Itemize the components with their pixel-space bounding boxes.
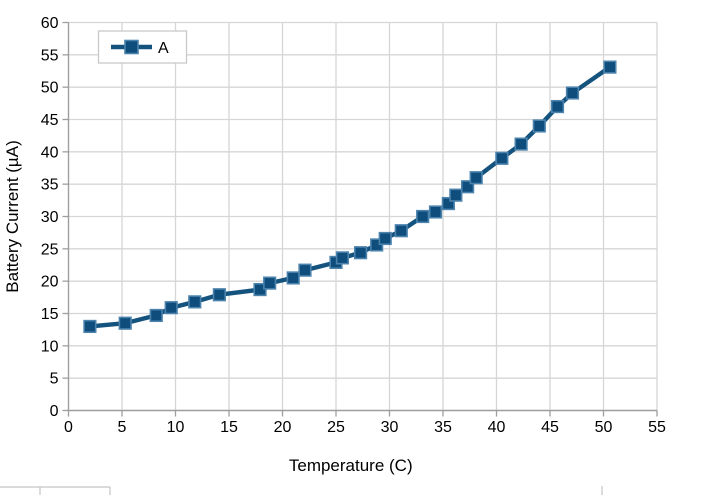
y-tick-label: 15 (41, 306, 59, 323)
data-point-marker (164, 301, 178, 315)
data-point-marker (378, 231, 392, 246)
x-tick-label: 20 (274, 419, 292, 436)
data-point-marker (118, 316, 132, 330)
y-tick-label: 50 (41, 80, 59, 97)
x-tick-label: 45 (541, 419, 559, 436)
y-tick-label: 45 (41, 112, 59, 129)
data-point-marker (83, 319, 97, 334)
data-point-marker (565, 86, 580, 100)
data-point-marker (514, 137, 528, 151)
data-point-marker (394, 224, 408, 238)
x-tick-label: 25 (327, 419, 345, 436)
x-tick-label: 55 (648, 419, 666, 436)
data-point-marker (428, 205, 443, 219)
data-point-marker (495, 151, 509, 165)
y-tick-label: 30 (41, 209, 59, 226)
y-tick-label: 55 (41, 47, 59, 64)
x-tick-label: 50 (595, 419, 613, 436)
y-tick-label: 35 (41, 177, 59, 194)
data-point-marker (354, 246, 368, 260)
data-point-marker (416, 209, 430, 224)
x-tick-label: 15 (220, 419, 238, 436)
y-tick-label: 0 (50, 403, 59, 420)
legend-label: A (158, 40, 169, 57)
data-point-marker (263, 276, 277, 290)
data-point-marker (449, 188, 463, 202)
x-tick-label: 30 (381, 419, 399, 436)
data-point-marker (149, 308, 163, 323)
data-point-marker (286, 271, 300, 285)
y-tick-label: 5 (50, 371, 59, 388)
y-tick-label: 25 (41, 241, 59, 258)
data-point-marker (335, 251, 350, 265)
x-tick-label: 5 (118, 419, 127, 436)
y-axis-title: Battery Current (µA) (3, 140, 22, 292)
legend-marker-icon (124, 39, 139, 55)
data-point-marker (550, 99, 565, 114)
y-tick-label: 20 (41, 274, 59, 291)
data-point-marker (603, 60, 617, 74)
data-point-marker (532, 119, 546, 133)
x-tick-label: 10 (167, 419, 185, 436)
x-axis-title: Temperature (C) (289, 456, 413, 475)
data-point-marker (298, 263, 312, 277)
data-point-marker (441, 196, 455, 211)
data-point-marker (469, 171, 483, 185)
y-tick-label: 10 (41, 338, 59, 355)
x-tick-label: 40 (488, 419, 506, 436)
y-tick-label: 40 (41, 144, 59, 161)
x-tick-label: 35 (434, 419, 452, 436)
data-point-marker (212, 288, 226, 302)
data-point-marker (188, 295, 202, 309)
x-tick-label: 0 (64, 419, 73, 436)
y-tick-label: 60 (41, 15, 59, 32)
data-point-marker (461, 180, 475, 194)
